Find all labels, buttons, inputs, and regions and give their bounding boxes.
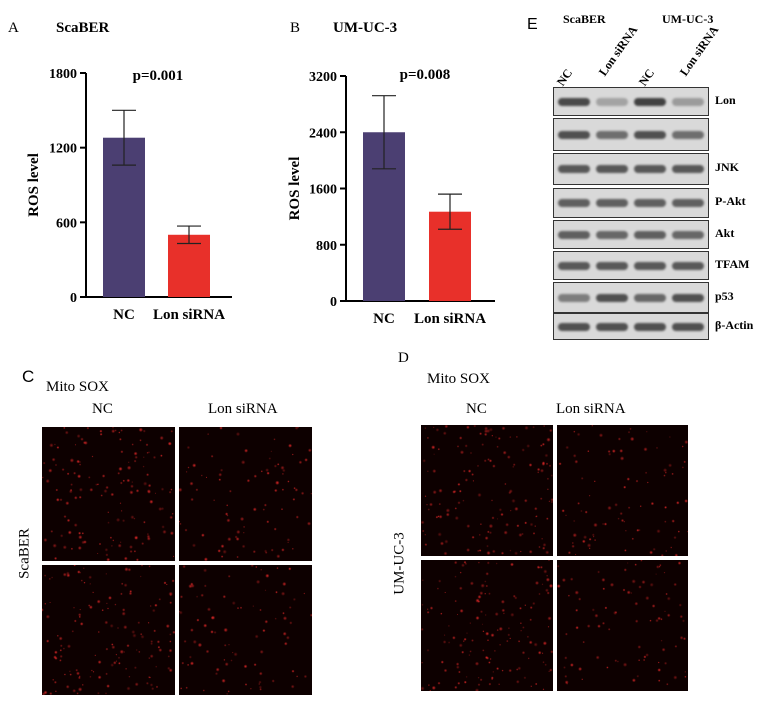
panel-a-title: ScaBER bbox=[56, 20, 110, 36]
chart-a-y-tick-label: 600 bbox=[56, 216, 77, 231]
blot-row bbox=[553, 118, 709, 151]
blot-band bbox=[672, 97, 704, 106]
blot-lane-label: Lon siRNA bbox=[676, 23, 722, 79]
blot-band bbox=[558, 97, 590, 106]
blot-band bbox=[558, 293, 590, 302]
micrograph-scaber-nc-2 bbox=[42, 565, 175, 695]
blot-row bbox=[553, 87, 709, 116]
panel-a-letter: A bbox=[8, 20, 19, 36]
micrograph-umuc3-lon-1 bbox=[557, 425, 688, 556]
western-blot: NC Lon siRNA NC Lon siRNA Lon JNK P-Akt Akt TFAM… bbox=[0, 0, 778, 345]
blot-band bbox=[558, 165, 590, 173]
blot-row-label: P-Akt bbox=[715, 194, 746, 208]
blot-group-umuc3: UM-UC-3 bbox=[662, 12, 714, 26]
blot-row bbox=[553, 220, 709, 249]
chart-b-p-value: p=0.008 bbox=[400, 67, 451, 83]
blot-band bbox=[596, 97, 628, 106]
blot-band bbox=[672, 261, 704, 270]
chart-a-y-tick-label: 0 bbox=[70, 291, 77, 306]
micrograph-umuc3-lon-2 bbox=[557, 560, 688, 691]
chart-b-y-tick-label: 2400 bbox=[309, 126, 337, 141]
blot-band bbox=[558, 261, 590, 270]
chart-a-bar bbox=[168, 234, 210, 297]
blot-band bbox=[634, 165, 666, 173]
chart-b-y-tick-label: 0 bbox=[330, 295, 337, 310]
chart-a-y-tick-label: 1800 bbox=[49, 67, 77, 82]
blot-band bbox=[634, 293, 666, 302]
blot-band bbox=[672, 130, 704, 139]
panel-b-letter: B bbox=[290, 20, 301, 36]
blot-row bbox=[553, 251, 709, 280]
chart-b-category-label: Lon siRNA bbox=[414, 311, 486, 327]
chart-a-p-value: p=0.001 bbox=[133, 68, 184, 84]
panel-d-col-lon: Lon siRNA bbox=[556, 401, 626, 417]
blot-band bbox=[558, 230, 590, 239]
blot-row-label: JNK bbox=[715, 160, 739, 174]
blot-lane-label: NC bbox=[635, 66, 658, 89]
panel-e-letter: E bbox=[527, 16, 538, 33]
panel-d-title: Mito SOX bbox=[427, 371, 490, 387]
blot-band bbox=[672, 293, 704, 302]
blot-band bbox=[596, 130, 628, 139]
blot-row bbox=[553, 282, 709, 313]
chart-a-category-label: NC bbox=[113, 307, 135, 323]
micrograph-scaber-lon-2 bbox=[179, 565, 312, 695]
micrograph-umuc3-nc-1 bbox=[421, 425, 553, 556]
blot-group-scaber: ScaBER bbox=[563, 12, 606, 26]
blot-band bbox=[672, 230, 704, 239]
blot-row-label: Lon bbox=[715, 92, 736, 107]
blot-band bbox=[634, 230, 666, 239]
blot-band bbox=[596, 230, 628, 239]
panel-b-title: UM-UC-3 bbox=[333, 20, 398, 36]
blot-band bbox=[634, 130, 666, 139]
blot-row bbox=[553, 153, 709, 185]
micrograph-scaber-lon-1 bbox=[179, 427, 312, 561]
chart-b: 0 800 1600 2400 3200 ROS level NC Lon siRNA p=0.… bbox=[287, 67, 495, 327]
panel-c-letter: C bbox=[22, 367, 35, 386]
blot-band bbox=[596, 199, 628, 207]
micrograph-umuc3-nc-2 bbox=[421, 560, 553, 691]
chart-b-y-tick-label: 3200 bbox=[309, 70, 337, 85]
chart-a: 0 600 1200 1800 ROS level NC Lon siRNA p=0.001 bbox=[26, 67, 232, 323]
blot-band bbox=[558, 322, 590, 331]
panel-d-row-label: UM-UC-3 bbox=[391, 532, 408, 595]
blot-row-label: β-Actin bbox=[715, 317, 754, 332]
blot-band bbox=[596, 261, 628, 270]
blot-band bbox=[672, 199, 704, 207]
panel-c-title: Mito SOX bbox=[46, 379, 109, 395]
blot-row-label: p53 bbox=[715, 288, 734, 303]
chart-b-y-axis-label: ROS level bbox=[287, 157, 303, 221]
blot-band bbox=[558, 199, 590, 207]
blot-row-label: Akt bbox=[715, 225, 735, 240]
panel-c-col-lon: Lon siRNA bbox=[208, 401, 278, 417]
chart-a-y-axis-label: ROS level bbox=[26, 153, 42, 217]
blot-lane-label: Lon siRNA bbox=[595, 23, 641, 79]
panel-c-row-label: ScaBER bbox=[16, 528, 33, 579]
blot-lane-label: NC bbox=[553, 66, 576, 89]
blot-row-label: TFAM bbox=[715, 256, 750, 271]
blot-band bbox=[596, 165, 628, 173]
micrograph-scaber-nc-1 bbox=[42, 427, 175, 561]
blot-row bbox=[553, 313, 709, 340]
blot-band bbox=[672, 322, 704, 331]
blot-band bbox=[634, 199, 666, 207]
chart-b-y-tick-label: 800 bbox=[316, 239, 337, 254]
blot-row bbox=[553, 188, 709, 218]
blot-band bbox=[634, 97, 666, 106]
chart-a-y-tick-label: 1200 bbox=[49, 142, 77, 157]
panel-d-col-nc: NC bbox=[466, 401, 487, 417]
blot-band bbox=[596, 293, 628, 302]
panel-d-letter: D bbox=[398, 350, 409, 366]
blot-band bbox=[558, 130, 590, 139]
chart-b-y-tick-label: 1600 bbox=[309, 183, 337, 198]
blot-band bbox=[634, 322, 666, 331]
chart-a-category-label: Lon siRNA bbox=[153, 307, 225, 323]
blot-band bbox=[634, 261, 666, 270]
chart-b-category-label: NC bbox=[373, 311, 395, 327]
blot-band bbox=[672, 165, 704, 173]
blot-band bbox=[596, 322, 628, 331]
panel-c-col-nc: NC bbox=[92, 401, 113, 417]
